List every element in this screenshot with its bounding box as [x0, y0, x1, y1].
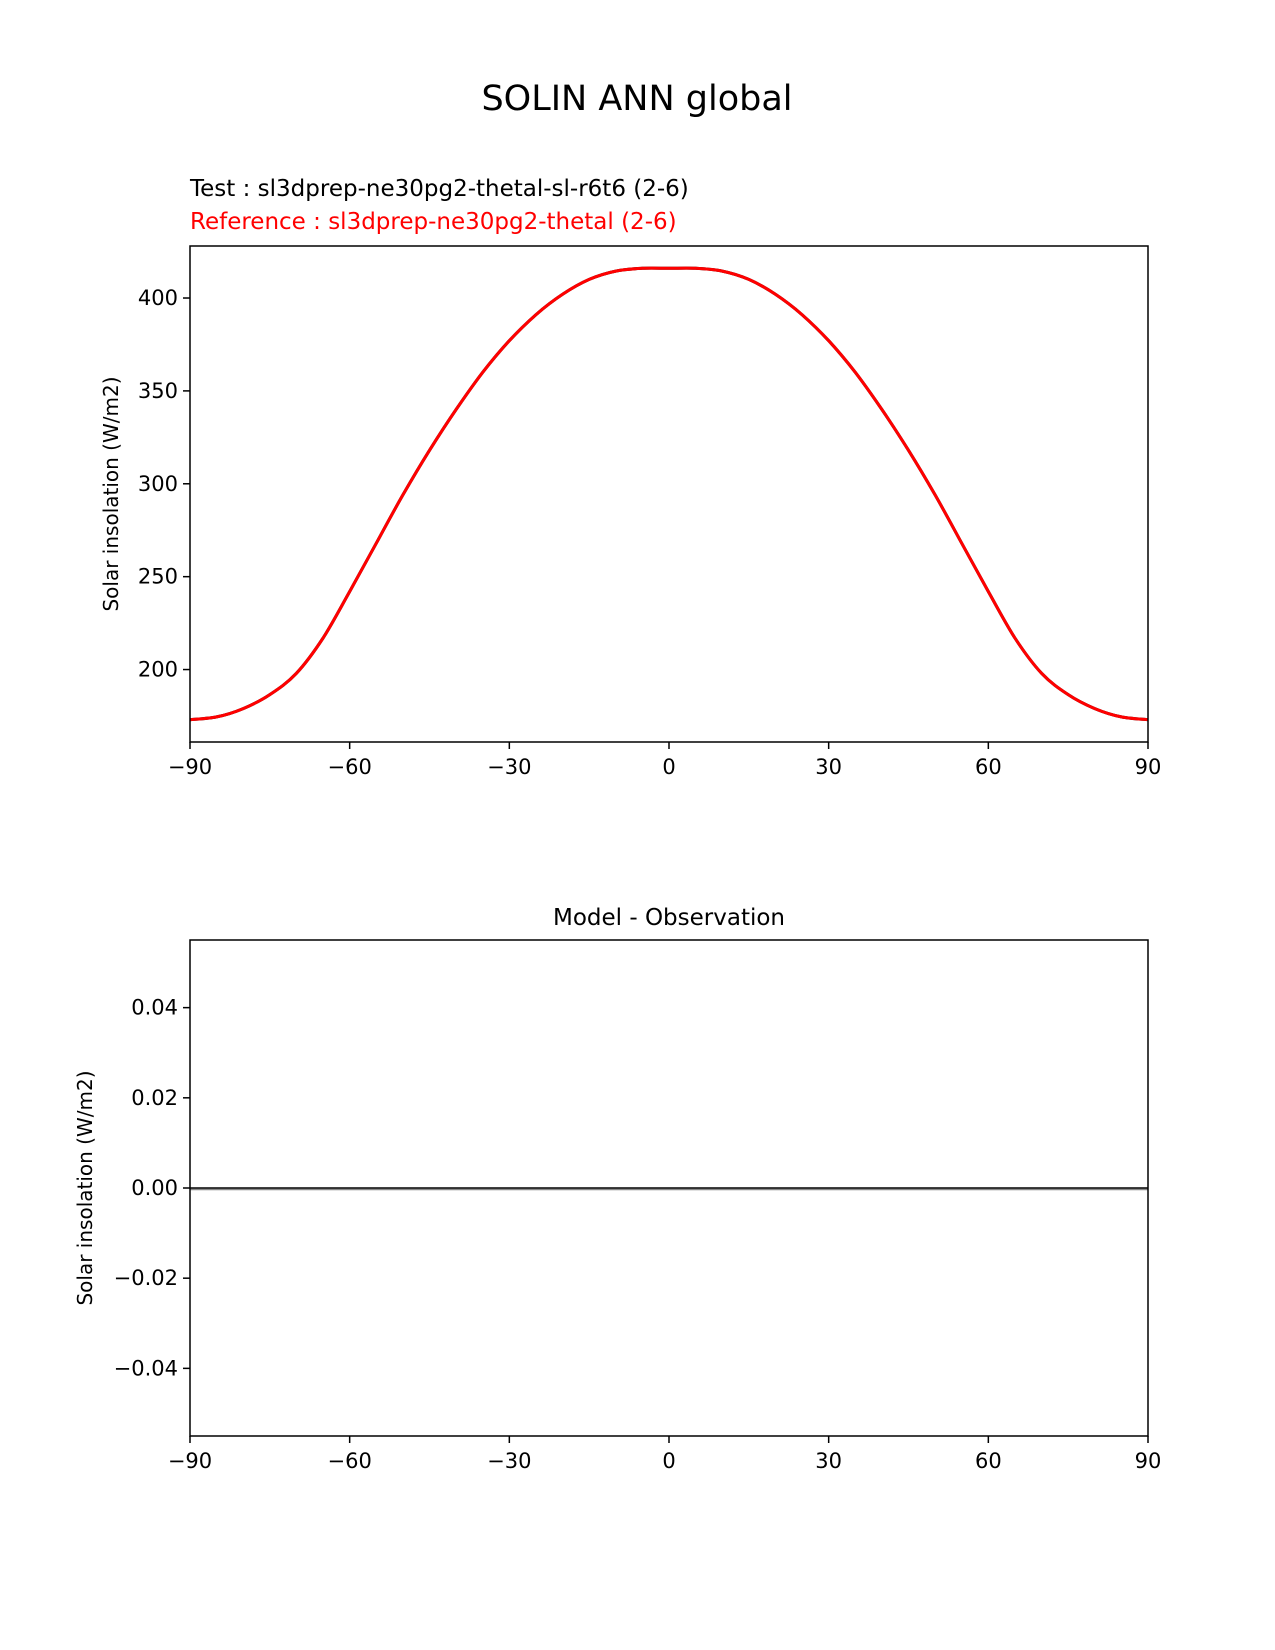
- x-tick-label: 0: [662, 755, 675, 779]
- top-series-group: [189, 266, 1149, 722]
- y-tick-label: 0.00: [131, 1176, 178, 1200]
- bottom-y-ticks: −0.04 −0.02 0.00 0.02 0.04: [114, 996, 190, 1380]
- series-line-test: [189, 266, 1149, 722]
- x-tick-label: 60: [975, 1449, 1002, 1473]
- y-tick-label: −0.04: [114, 1356, 178, 1380]
- x-tick-label: −30: [487, 755, 531, 779]
- y-tick-label: −0.02: [114, 1266, 178, 1290]
- x-tick-label: −90: [168, 755, 212, 779]
- x-tick-label: 30: [815, 1449, 842, 1473]
- reference-label: Reference : sl3dprep-ne30pg2-thetal (2-6…: [190, 209, 677, 235]
- series-line-reference: [189, 266, 1149, 722]
- figure-title: SOLIN ANN global: [481, 79, 792, 119]
- bottom-plot-frame: [189, 939, 1149, 1437]
- x-tick-label: 90: [1135, 1449, 1162, 1473]
- y-tick-label: 0.02: [131, 1086, 178, 1110]
- x-tick-label: 60: [975, 755, 1002, 779]
- top-x-ticks: −90 −60 −30 0 30 60 90: [168, 742, 1162, 779]
- x-tick-label: −60: [328, 755, 372, 779]
- test-label: Test : sl3dprep-ne30pg2-thetal-sl-r6t6 (…: [189, 176, 689, 202]
- difference-title: Model - Observation: [553, 905, 785, 931]
- x-tick-label: 0: [662, 1449, 675, 1473]
- y-tick-label: 250: [138, 565, 178, 589]
- top-y-ticks: 200 250 300 350 400: [138, 286, 190, 682]
- x-tick-label: −90: [168, 1449, 212, 1473]
- x-tick-label: 90: [1135, 755, 1162, 779]
- x-tick-label: 30: [815, 755, 842, 779]
- y-tick-label: 200: [138, 658, 178, 682]
- y-tick-label: 0.04: [131, 996, 178, 1020]
- bottom-y-axis-label: Solar insolation (W/m2): [73, 1070, 97, 1305]
- top-panel: Test : sl3dprep-ne30pg2-thetal-sl-r6t6 (…: [99, 176, 1161, 779]
- bottom-x-ticks: −90 −60 −30 0 30 60 90: [168, 1436, 1162, 1473]
- x-tick-label: −60: [328, 1449, 372, 1473]
- x-tick-label: −30: [487, 1449, 531, 1473]
- bottom-series-group: [190, 1187, 1148, 1191]
- y-tick-label: 350: [138, 379, 178, 403]
- bottom-panel: Model - Observation −0.04 −0.02 0.00 0.02 0.…: [73, 905, 1161, 1473]
- top-plot-frame: [189, 245, 1149, 743]
- y-tick-label: 400: [138, 286, 178, 310]
- y-tick-label: 300: [138, 472, 178, 496]
- top-y-axis-label: Solar insolation (W/m2): [99, 376, 123, 611]
